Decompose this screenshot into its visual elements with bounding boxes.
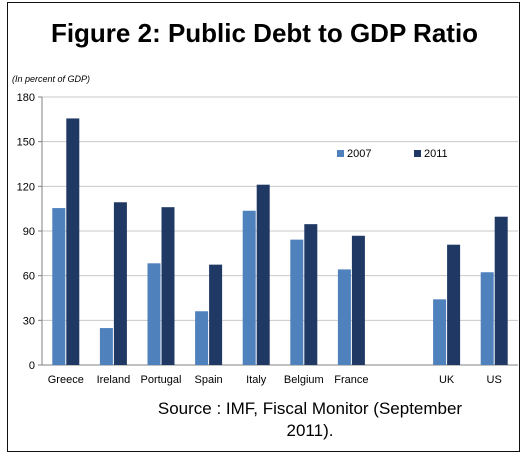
legend-label: 2007 xyxy=(347,148,371,160)
y-tick-label: 30 xyxy=(23,315,35,327)
figure-title: Figure 2: Public Debt to GDP Ratio xyxy=(50,18,479,48)
bar-2007-spain xyxy=(195,311,209,365)
bar-2007-uk xyxy=(433,299,447,365)
x-tick-label: Spain xyxy=(195,374,223,386)
x-tick-label: Greece xyxy=(48,374,84,386)
y-tick-label: 150 xyxy=(17,137,35,149)
bar-2007-ireland xyxy=(99,328,113,365)
bar-2011-us xyxy=(494,216,508,365)
bar-2011-italy xyxy=(256,184,270,365)
y-tick-label: 180 xyxy=(17,92,35,104)
y-tick-label: 90 xyxy=(23,226,35,238)
chart-subtitle: (In percent of GDP) xyxy=(12,74,90,84)
bar-2011-spain xyxy=(209,264,223,365)
bar-2007-portugal xyxy=(147,263,161,365)
x-tick-label: Belgium xyxy=(284,374,324,386)
legend-swatch-2007 xyxy=(337,150,344,157)
x-tick-label: US xyxy=(487,374,502,386)
bar-2011-ireland xyxy=(113,202,127,365)
bar-2007-france xyxy=(337,269,351,365)
bar-2007-italy xyxy=(242,210,256,365)
source-note-line1: Source : IMF, Fiscal Monitor (September xyxy=(157,399,463,418)
bar-2007-us xyxy=(480,272,494,365)
x-tick-label: France xyxy=(334,374,368,386)
bar-2011-portugal xyxy=(161,207,175,365)
bar-2011-france xyxy=(351,235,365,365)
bar-2011-uk xyxy=(447,244,461,365)
bar-2007-belgium xyxy=(290,239,304,365)
y-tick-label: 120 xyxy=(17,181,35,193)
x-tick-label: Ireland xyxy=(97,374,131,386)
y-tick-label: 0 xyxy=(29,360,35,372)
y-tick-label: 60 xyxy=(23,271,35,283)
bar-2011-belgium xyxy=(304,224,318,365)
legend-label: 2011 xyxy=(424,148,448,160)
source-note-line2: 2011). xyxy=(286,421,334,440)
legend-swatch-2011 xyxy=(414,150,421,157)
x-tick-label: Portugal xyxy=(141,374,182,386)
bar-2007-greece xyxy=(52,208,66,365)
bar-2011-greece xyxy=(66,118,80,365)
x-tick-label: Italy xyxy=(246,374,267,386)
x-tick-label: UK xyxy=(439,374,455,386)
